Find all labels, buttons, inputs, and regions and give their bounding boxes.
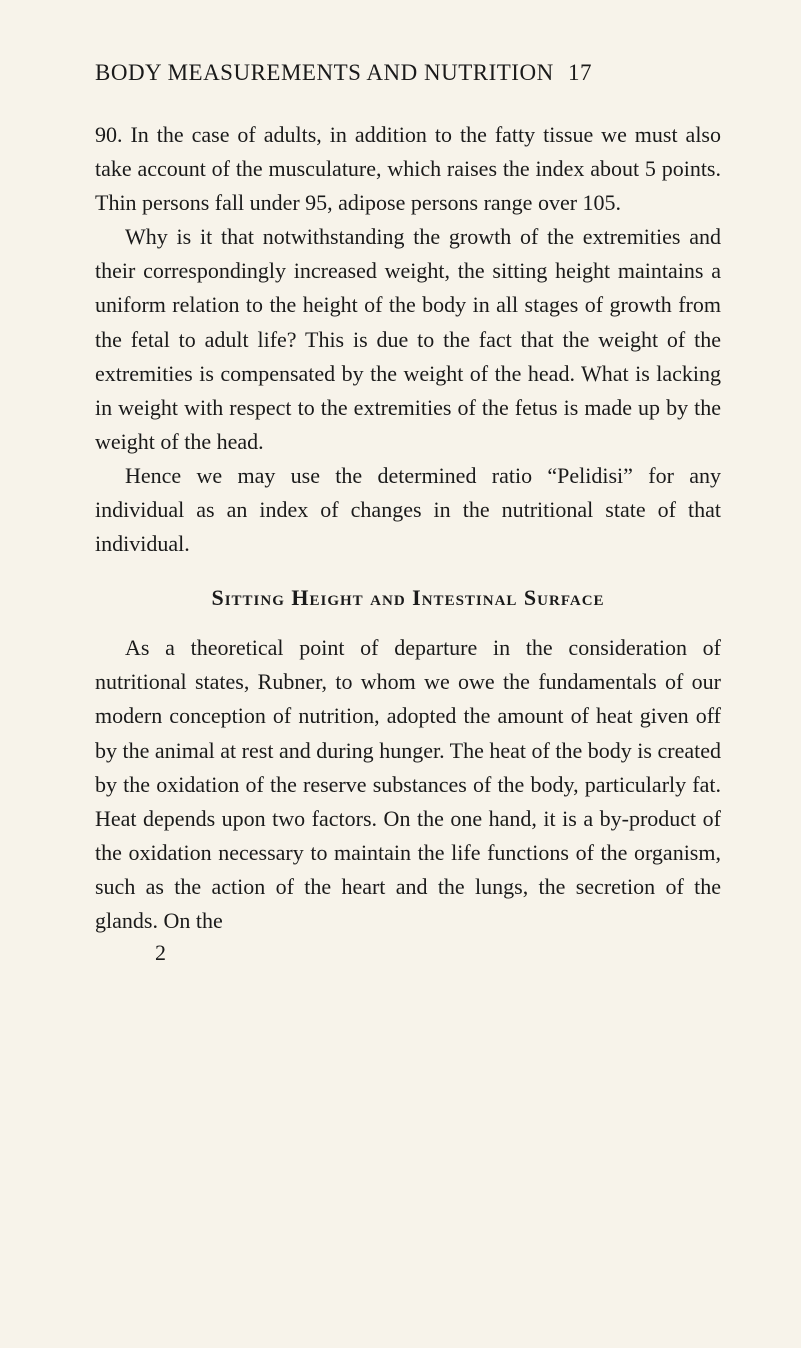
paragraph-4: As a theoretical point of departure in t…: [95, 631, 721, 938]
page-header: BODY MEASUREMENTS AND NUTRITION 17: [95, 60, 721, 86]
body-text: 90. In the case of adults, in addition t…: [95, 118, 721, 966]
paragraph-2: Why is it that notwithstanding the growt…: [95, 220, 721, 459]
signature-number: 2: [155, 940, 721, 966]
paragraph-3: Hence we may use the determined ratio “P…: [95, 459, 721, 561]
section-heading: Sitting Height and Intestinal Surface: [95, 585, 721, 611]
paragraph-1: 90. In the case of adults, in addition t…: [95, 118, 721, 220]
page-number: 17: [568, 60, 592, 85]
header-title: BODY MEASUREMENTS AND NUTRITION: [95, 60, 554, 85]
